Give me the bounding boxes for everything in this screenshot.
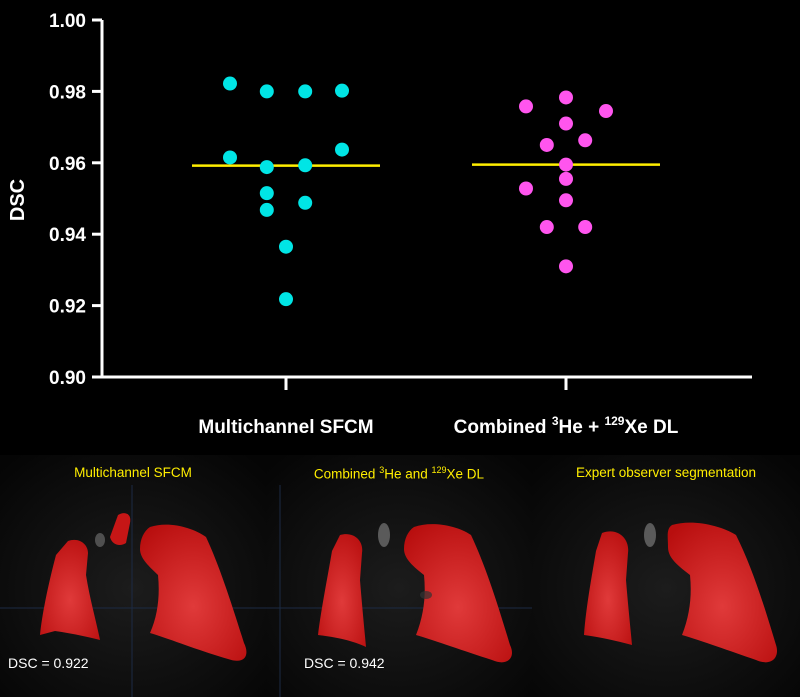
- x-label-combined: Combined 3He + 129Xe DL: [454, 414, 679, 438]
- panel-dsc-value: DSC = 0.922: [8, 655, 89, 671]
- data-point: [578, 133, 593, 148]
- lung-segmentation-image: [0, 455, 266, 697]
- data-point: [519, 181, 533, 196]
- x-label-multichannel: Multichannel SFCM: [198, 417, 373, 438]
- dsc-scatter-chart: 0.90 0.92 0.94 0.96 0.98 1.00 DSC Multichanne…: [7, 11, 752, 438]
- data-point: [559, 193, 573, 208]
- data-point: [259, 186, 274, 201]
- data-point: [259, 84, 274, 99]
- data-point: [279, 292, 293, 307]
- data-point: [335, 142, 349, 157]
- data-point: [559, 157, 573, 172]
- data-point: [599, 104, 613, 119]
- y-ticks: 0.90 0.92 0.94 0.96 0.98 1.00: [49, 11, 102, 389]
- y-tick-label: 0.92: [49, 297, 86, 318]
- data-point: [335, 83, 349, 98]
- data-point: [279, 239, 293, 254]
- data-point: [298, 158, 313, 173]
- data-point: [298, 195, 313, 210]
- lung-segmentation-image: [532, 455, 800, 697]
- data-point: [559, 116, 573, 131]
- data-point: [578, 220, 593, 235]
- data-point: [259, 202, 274, 217]
- y-tick-label: 0.94: [49, 225, 86, 246]
- y-tick-label: 0.98: [49, 82, 86, 103]
- data-point: [539, 220, 554, 235]
- data-point: [559, 171, 573, 186]
- data-point: [539, 137, 554, 152]
- data-point: [259, 160, 274, 175]
- lung-segmentation-image: [266, 455, 532, 697]
- data-point: [223, 76, 237, 91]
- data-point: [559, 90, 573, 105]
- panel-title: Expert observer segmentation: [575, 465, 757, 480]
- chart-axes: [100, 20, 752, 379]
- y-tick-label: 1.00: [49, 11, 86, 32]
- panel-combined-dl: Combined 3He and 129Xe DL DSC = 0.942: [266, 455, 532, 697]
- y-axis-label: DSC: [7, 179, 29, 221]
- data-point: [559, 259, 573, 274]
- y-tick-label: 0.90: [49, 368, 86, 389]
- data-points: [223, 76, 613, 307]
- data-point: [223, 150, 237, 165]
- segmentation-panels: Multichannel SFCM DSC = 0.922 Combined 3…: [0, 455, 800, 697]
- panel-title: Multichannel SFCM: [74, 465, 192, 480]
- x-ticks: [284, 377, 568, 390]
- data-point: [519, 99, 533, 114]
- y-tick-label: 0.96: [49, 154, 86, 175]
- panel-title: Combined 3He and 129Xe DL: [313, 465, 485, 482]
- panel-multichannel-sfcm: Multichannel SFCM DSC = 0.922: [0, 455, 266, 697]
- data-point: [298, 84, 313, 99]
- panel-expert-observer: Expert observer segmentation: [532, 455, 800, 697]
- panel-dsc-value: DSC = 0.942: [304, 655, 385, 671]
